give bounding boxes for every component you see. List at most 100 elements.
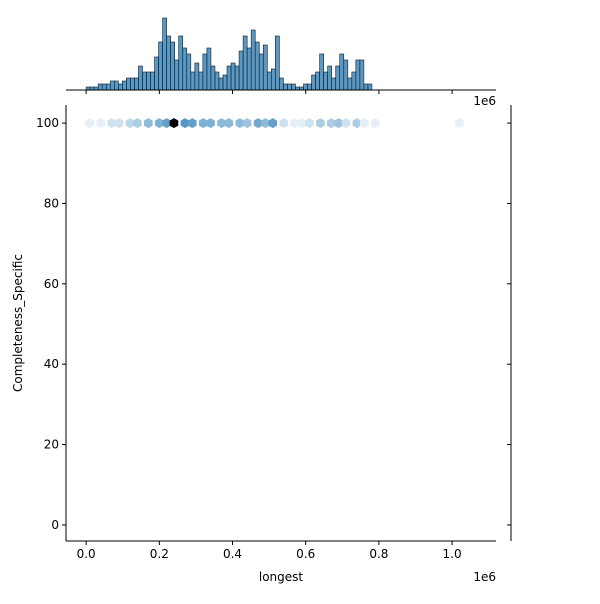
histogram-bar [226,65,232,91]
y-ticks: 0 20 40 60 80 100 [36,116,66,532]
histogram-bar [291,83,296,91]
histogram-bar [170,41,175,91]
hexbin-cell [180,118,190,129]
histogram-bar [250,29,256,91]
hexbin-cell [187,118,197,129]
histogram-bar [339,53,345,91]
hexbin-cell [206,118,215,129]
hexbin-cell [359,118,369,129]
histogram-bar [347,77,353,91]
histogram-bar [210,65,216,91]
hexbin-cell [107,118,117,129]
histogram-bar [323,71,328,91]
histogram-bar [162,17,167,91]
hexbin-cell [235,118,245,129]
histogram-bar [186,53,192,91]
histogram-bar [319,53,324,91]
histogram-bar [126,77,131,91]
y-tick-label: 0 [51,518,59,532]
x-tick-label: 0.0 [77,547,96,561]
histogram-bar [158,41,163,91]
histogram-bar [182,47,188,91]
hexbin-cell [162,118,171,129]
y-tick-label: 40 [44,357,59,371]
y-tick-label: 60 [44,277,59,291]
y-tick-label: 100 [36,116,59,130]
histogram-bar [142,71,147,91]
histogram-bar [270,68,276,91]
hexbin-cell [297,118,307,129]
histogram-bar [206,47,212,91]
hexbin-cell [133,118,142,129]
hexbin-cell [224,118,234,129]
histogram-bar [275,35,280,91]
histogram-bar [303,83,308,91]
histogram-bar [242,35,248,91]
histogram-bar [287,83,292,91]
x-ticks: 0.0 0.2 0.4 0.6 0.8 1.0 [77,541,462,561]
hexbin-cell [96,118,106,129]
hexbin-cell [242,118,252,129]
histogram-bar [202,53,208,91]
hexbin-cell [144,118,153,129]
histogram-bar [222,74,228,91]
histogram-bar [266,71,272,91]
hexbin-cell [85,118,95,129]
x-offset-text: 1e6 [473,570,496,584]
hexbin-cell [334,118,343,129]
histogram-bar [97,83,103,91]
histogram-bar [138,65,143,91]
histogram-bar [214,71,220,91]
histogram-bar [218,77,224,91]
hexbin-cell [217,118,226,129]
histogram-bar [238,50,244,91]
histogram-bar [166,35,171,91]
hexbin-cell [169,118,179,129]
x-tick-label: 1.0 [443,547,462,561]
hexbin-cell [326,118,336,129]
histogram-bar [343,59,349,91]
hexbin-cell [305,118,314,129]
hexbin-cell [290,118,300,129]
histogram-bar [262,44,268,91]
histogram-bar [146,71,151,91]
histogram-bar [246,47,252,91]
marginal-x-ticks [85,90,453,94]
histogram-bar [118,83,123,91]
histogram-bar [194,62,200,91]
histogram-bar [307,83,312,91]
histogram-bar [105,83,111,91]
hexbin-cell [455,118,464,129]
histogram-bar [311,74,316,91]
hexbin-cell [370,118,380,129]
hexbin-layer [85,118,464,129]
x-axis-label: longest [259,570,304,584]
histogram-bar [283,83,288,91]
histogram-bar [335,65,341,91]
hexbin-cell [198,118,208,129]
x-tick-label: 0.6 [296,547,315,561]
histogram-bar [178,35,184,91]
histogram-bar [134,77,139,91]
histogram-bar [114,80,119,91]
histogram-bar [230,62,236,91]
x-tick-label: 0.4 [223,547,242,561]
histogram-bar [198,71,204,91]
histogram-bar [254,41,260,91]
histogram-bar [101,83,107,91]
histogram-bar [363,83,369,91]
y-offset-text: 1e6 [473,94,496,108]
histogram-bar [154,56,159,91]
histogram-bar [130,77,135,91]
hexbin-cell [114,118,124,129]
y-tick-label: 80 [44,196,59,210]
histogram-bar [150,71,155,91]
histogram-bar [258,53,264,91]
histogram-bar [174,59,180,91]
histogram-bar [367,83,373,91]
hexbin-cell [261,118,270,129]
histogram-bar [190,71,196,91]
x-tick-label: 0.2 [150,547,169,561]
